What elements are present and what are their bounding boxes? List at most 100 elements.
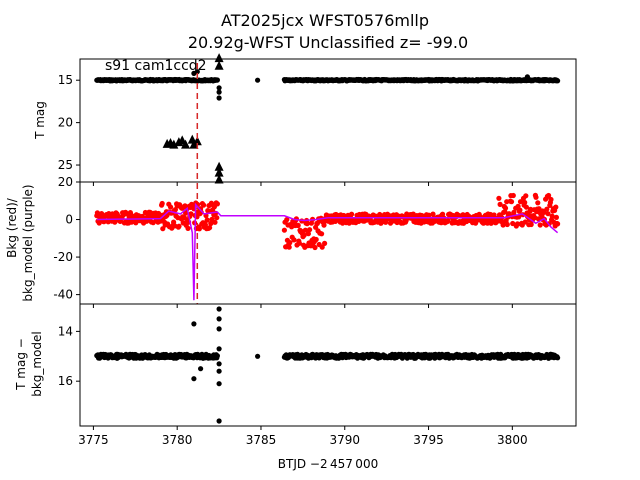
- data-point: [287, 240, 293, 246]
- data-point: [555, 78, 561, 84]
- x-tick-label: 3795: [413, 433, 444, 447]
- data-point: [214, 77, 220, 83]
- background-marks: [94, 192, 561, 301]
- outlier-point: [198, 366, 204, 372]
- data-point: [496, 195, 502, 201]
- upper-limit-marker: [214, 53, 224, 63]
- data-point: [207, 225, 213, 231]
- outlier-point: [216, 316, 222, 322]
- data-point: [548, 196, 554, 203]
- data-point: [426, 212, 432, 218]
- residual-y-label-line1: T mag −: [14, 338, 28, 391]
- residual-panel-frame: [79, 303, 577, 427]
- data-point: [523, 193, 529, 199]
- magnitude-marks: [94, 53, 561, 304]
- data-point: [295, 222, 301, 228]
- data-point: [545, 211, 551, 217]
- y-tick-label: 16: [58, 374, 73, 388]
- outlier-point: [216, 326, 222, 332]
- data-point: [214, 353, 220, 359]
- background-y-label-line1: Bkg (red)/: [5, 197, 19, 258]
- upper-limit-marker: [214, 60, 224, 70]
- figure-title-line1: AT2025jcx WFST0576mllp: [221, 11, 429, 30]
- y-tick-label: 15: [58, 73, 73, 87]
- data-point: [528, 221, 534, 228]
- outlier-point: [255, 77, 261, 83]
- model-line: [96, 202, 559, 301]
- residual-y-label-line2: bkg_model: [30, 331, 44, 397]
- data-point: [291, 237, 297, 243]
- x-axis: 3775 3780 3785 3790 3795 3800: [78, 433, 527, 447]
- outlier-point: [216, 95, 222, 101]
- x-tick-label: 3790: [329, 433, 360, 447]
- magnitude-panel: 15 20 25 T mag s91 cam1ccd2: [33, 53, 577, 304]
- x-tick-label: 3785: [246, 433, 277, 447]
- magnitude-y-label: T mag: [33, 101, 47, 140]
- outlier-point: [255, 353, 261, 359]
- residual-panel: 14 16 3775 3780 3785 3790 3795 3800 T mag − bk…: [14, 303, 577, 471]
- data-point: [508, 199, 515, 205]
- data-point: [491, 212, 497, 218]
- data-point: [500, 222, 506, 228]
- data-point: [168, 204, 174, 210]
- data-point: [537, 222, 543, 228]
- data-point: [307, 227, 313, 233]
- data-point: [322, 240, 328, 246]
- data-point: [445, 218, 451, 224]
- outlier-point: [216, 306, 222, 312]
- outlier-point: [191, 321, 197, 327]
- data-point: [201, 202, 207, 208]
- outlier-point: [216, 85, 222, 91]
- data-point: [176, 223, 182, 229]
- background-y-axis: 20 0 -20 -40: [53, 175, 513, 308]
- outlier-point: [191, 376, 197, 382]
- data-point: [160, 226, 166, 232]
- outlier-point: [216, 418, 222, 424]
- data-point: [553, 214, 560, 220]
- y-tick-label: 0: [65, 213, 73, 227]
- data-point: [214, 215, 220, 221]
- data-point: [284, 217, 290, 223]
- outlier-point: [216, 346, 222, 352]
- data-point: [159, 200, 165, 207]
- data-point: [286, 244, 292, 250]
- data-point: [502, 205, 509, 211]
- upper-limit-marker: [214, 167, 224, 177]
- y-tick-label: 14: [58, 324, 73, 338]
- upper-limit-marker: [169, 139, 179, 149]
- data-point: [198, 209, 204, 215]
- data-point: [544, 206, 550, 212]
- data-point: [301, 232, 307, 238]
- data-point: [522, 219, 528, 225]
- upper-limit-marker: [192, 136, 202, 146]
- data-point: [196, 226, 202, 232]
- data-point: [296, 240, 302, 246]
- magnitude-y-axis: 15 20 25: [58, 73, 513, 186]
- data-point: [302, 227, 308, 233]
- data-point: [533, 194, 539, 200]
- data-point: [517, 199, 524, 205]
- data-point: [304, 221, 310, 227]
- data-point: [497, 201, 503, 207]
- data-point: [185, 225, 191, 231]
- residual-y-axis: 14 16: [58, 324, 513, 430]
- data-point: [535, 200, 541, 206]
- data-point: [510, 192, 516, 199]
- data-point: [504, 221, 510, 228]
- data-point: [522, 199, 528, 206]
- data-point: [349, 211, 355, 217]
- y-tick-label: 25: [58, 158, 73, 172]
- outlier-point: [216, 89, 222, 95]
- data-point: [546, 192, 552, 199]
- data-point: [549, 213, 555, 219]
- data-point: [305, 231, 311, 237]
- data-point: [555, 221, 561, 227]
- data-point: [321, 222, 327, 228]
- outlier-point: [216, 361, 222, 367]
- data-point: [555, 355, 561, 361]
- data-point: [188, 211, 194, 217]
- figure-title-line2: 20.92g-WFST Unclassified z= -99.0: [188, 33, 468, 52]
- background-y-label-line2: bkg_model (purple): [21, 184, 35, 301]
